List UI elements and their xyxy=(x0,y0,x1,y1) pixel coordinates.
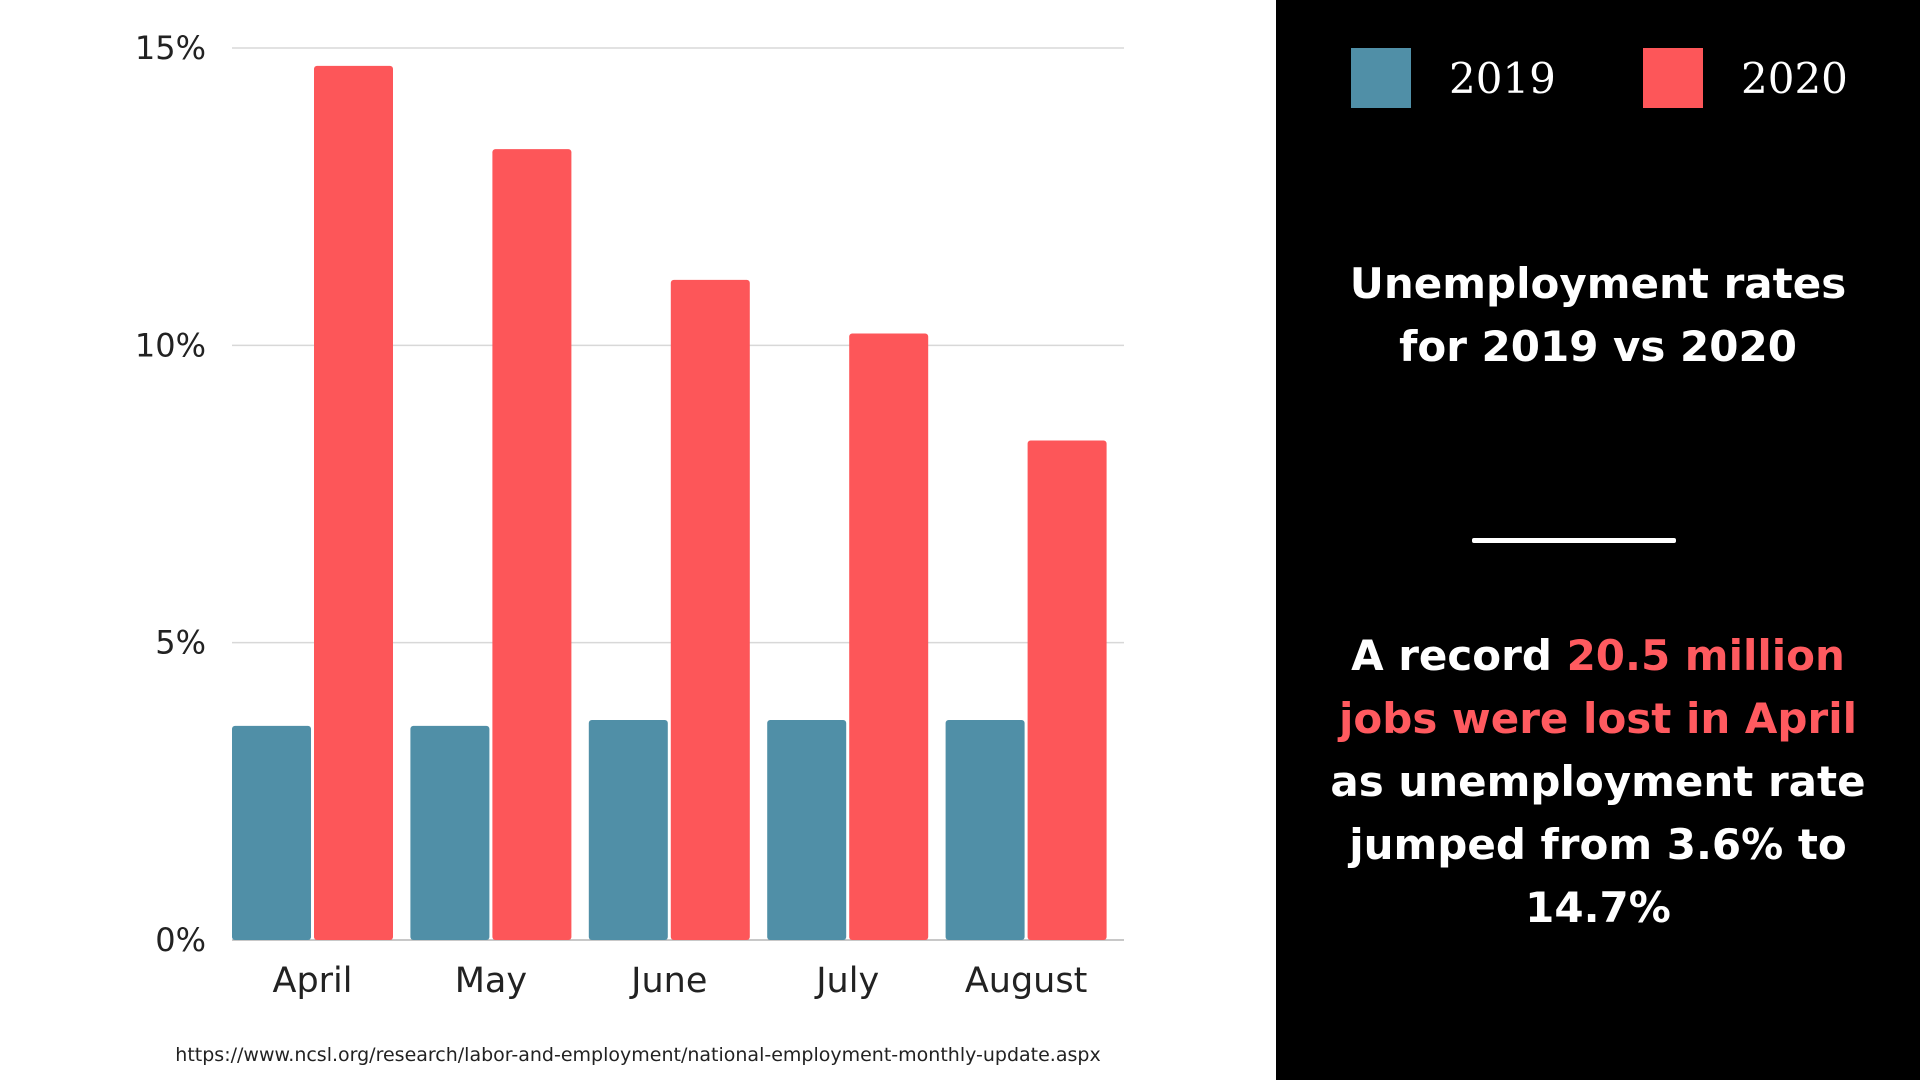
y-tick-label: 5% xyxy=(155,624,206,662)
bar-2019-june xyxy=(588,719,668,940)
chart-panel: 0% 5% 10% 15% April May June July August https:/… xyxy=(134,29,1124,1066)
y-tick-label: 10% xyxy=(135,326,206,364)
bar-2020-april xyxy=(314,65,393,941)
bar-2019-may xyxy=(410,725,490,940)
x-tick-label: April xyxy=(273,961,353,1001)
annotation-part1: A record xyxy=(1351,631,1567,680)
side-panel: 2019 2020 Unemployment rates for 2019 vs… xyxy=(1276,0,1920,1080)
x-tick-label: August xyxy=(965,961,1087,1001)
y-tick-label: 15% xyxy=(135,29,206,67)
source-url[interactable]: https://www.ncsl.org/research/labor-and-… xyxy=(175,1044,1101,1066)
x-tick-label: July xyxy=(814,961,879,1001)
bar-2020-july xyxy=(849,333,929,940)
legend-label-2020: 2020 xyxy=(1741,53,1848,103)
y-tick-label: 0% xyxy=(155,921,206,959)
x-tick-label: May xyxy=(455,961,527,1001)
bar-2020-august xyxy=(1027,440,1107,940)
bar-2019-august xyxy=(945,719,1025,940)
legend-item-2019: 2019 xyxy=(1351,48,1556,108)
bar-2020-june xyxy=(670,279,750,940)
bar-2020-may xyxy=(492,149,572,941)
annotation-highlight: 20.5 million jobs were lost in April xyxy=(1339,631,1857,743)
divider xyxy=(1472,538,1676,543)
x-tick-label: June xyxy=(629,961,707,1001)
chart-title: Unemployment rates for 2019 vs 2020 xyxy=(1349,259,1847,371)
annotation-part2: as unemployment rate jumped from 3.6% to… xyxy=(1330,757,1866,932)
legend-label-2019: 2019 xyxy=(1449,53,1556,103)
bar-2019-april xyxy=(232,725,311,940)
bar-2019-july xyxy=(767,719,847,940)
annotation-text: A record 20.5 million jobs were lost in … xyxy=(1306,624,1890,939)
legend-swatch-2019 xyxy=(1351,48,1411,108)
legend-item-2020: 2020 xyxy=(1643,48,1848,108)
bar-chart: 0% 5% 10% 15% April May June July August xyxy=(135,29,1124,1001)
legend-swatch-2020 xyxy=(1643,48,1703,108)
